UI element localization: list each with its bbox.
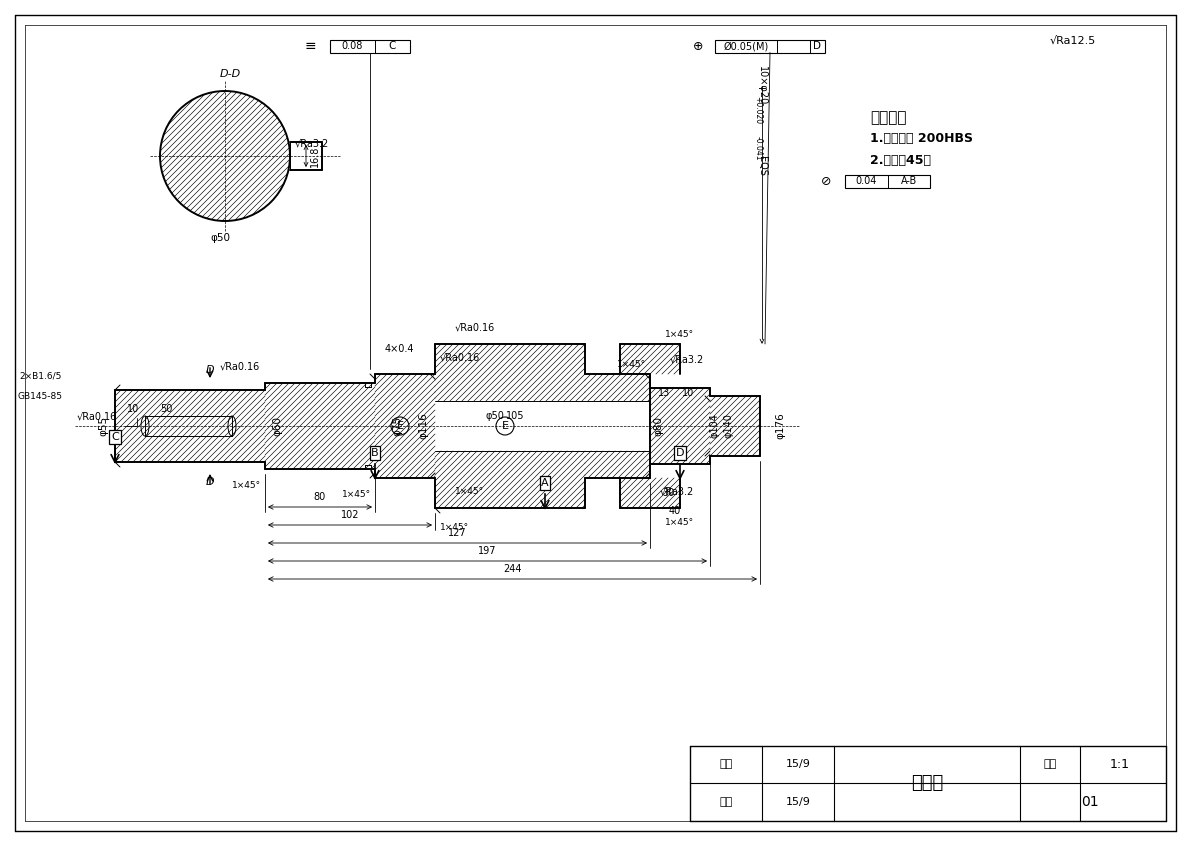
Text: 01: 01 bbox=[1081, 795, 1099, 809]
Text: 15/9: 15/9 bbox=[786, 797, 810, 807]
Text: 30: 30 bbox=[662, 488, 674, 498]
Text: D: D bbox=[813, 41, 821, 51]
Text: 1×45°: 1×45° bbox=[617, 360, 647, 369]
Text: D-D: D-D bbox=[219, 69, 241, 79]
Text: 技术要求: 技术要求 bbox=[869, 110, 906, 125]
Text: B: B bbox=[372, 448, 379, 458]
Text: 制图: 制图 bbox=[719, 759, 732, 769]
Text: 输出轴: 输出轴 bbox=[911, 774, 943, 792]
Text: D: D bbox=[206, 365, 214, 375]
Text: φ60: φ60 bbox=[272, 416, 282, 436]
Text: φ80: φ80 bbox=[653, 416, 663, 436]
Text: 审核: 审核 bbox=[719, 797, 732, 807]
Text: 40: 40 bbox=[669, 506, 681, 516]
Text: √Ra12.5: √Ra12.5 bbox=[1050, 36, 1096, 46]
Text: C: C bbox=[111, 432, 119, 442]
Text: 1×45°: 1×45° bbox=[439, 523, 469, 532]
Text: ≡: ≡ bbox=[305, 39, 316, 53]
Text: D: D bbox=[206, 477, 214, 487]
Text: GB145-85: GB145-85 bbox=[17, 392, 62, 401]
Text: √Ra0.16: √Ra0.16 bbox=[77, 411, 117, 421]
Text: φ104: φ104 bbox=[710, 414, 721, 438]
Text: +0.020: +0.020 bbox=[754, 96, 762, 124]
Text: 10: 10 bbox=[682, 388, 694, 398]
Text: 1×45°: 1×45° bbox=[455, 487, 484, 496]
Text: φ176: φ176 bbox=[775, 413, 785, 439]
Text: √Ra3.2: √Ra3.2 bbox=[671, 354, 704, 364]
Text: 197: 197 bbox=[479, 546, 497, 556]
Text: 0.04: 0.04 bbox=[855, 176, 877, 186]
Text: φ55: φ55 bbox=[98, 416, 108, 436]
Text: E: E bbox=[397, 421, 404, 431]
Text: 2.材料：45钢: 2.材料：45钢 bbox=[869, 154, 931, 167]
Text: E: E bbox=[501, 421, 509, 431]
Text: √Ra0.16: √Ra0.16 bbox=[439, 352, 480, 362]
Text: φ50: φ50 bbox=[210, 233, 230, 243]
Text: 4×0.4: 4×0.4 bbox=[385, 344, 414, 354]
Text: A: A bbox=[541, 478, 549, 488]
Text: √Ra3.2: √Ra3.2 bbox=[660, 486, 694, 496]
Text: 105: 105 bbox=[506, 411, 524, 421]
Text: ⊕: ⊕ bbox=[692, 40, 703, 52]
Text: φ75: φ75 bbox=[392, 416, 403, 436]
Text: 2×B1.6/5: 2×B1.6/5 bbox=[19, 371, 62, 380]
Text: φ116: φ116 bbox=[418, 413, 428, 439]
Text: 10×φ20: 10×φ20 bbox=[757, 66, 767, 105]
Text: 1×45°: 1×45° bbox=[343, 490, 372, 499]
Text: D: D bbox=[675, 448, 685, 458]
Text: 50: 50 bbox=[160, 404, 173, 414]
Text: √Ra3.2: √Ra3.2 bbox=[295, 138, 329, 148]
Text: 13: 13 bbox=[657, 388, 671, 398]
Text: √Ra0.16: √Ra0.16 bbox=[455, 322, 495, 332]
Text: 1×45°: 1×45° bbox=[232, 481, 262, 490]
Text: 10: 10 bbox=[127, 404, 139, 414]
Text: A-B: A-B bbox=[900, 176, 917, 186]
Text: -0.041: -0.041 bbox=[754, 136, 762, 161]
Text: 1×45°: 1×45° bbox=[666, 330, 694, 339]
Text: 15/9: 15/9 bbox=[786, 759, 810, 769]
Text: 80: 80 bbox=[314, 492, 326, 502]
Text: 1×45°: 1×45° bbox=[666, 518, 694, 527]
Text: 0.08: 0.08 bbox=[342, 41, 363, 51]
Text: 244: 244 bbox=[504, 564, 522, 574]
Text: 127: 127 bbox=[448, 528, 467, 538]
Text: 1.调质处理 200HBS: 1.调质处理 200HBS bbox=[869, 132, 973, 145]
Text: φ140: φ140 bbox=[723, 414, 732, 438]
Text: 1:1: 1:1 bbox=[1110, 757, 1130, 771]
Text: C: C bbox=[388, 41, 395, 51]
Text: 102: 102 bbox=[341, 510, 360, 520]
Text: √Ra0.16: √Ra0.16 bbox=[220, 361, 260, 371]
Text: EQS: EQS bbox=[757, 156, 767, 176]
Text: Ø0.05(M): Ø0.05(M) bbox=[723, 41, 768, 51]
Text: ⊘: ⊘ bbox=[821, 174, 831, 188]
Text: φ50: φ50 bbox=[486, 411, 505, 421]
Text: 16.8: 16.8 bbox=[310, 146, 320, 167]
Text: 比例: 比例 bbox=[1043, 759, 1056, 769]
